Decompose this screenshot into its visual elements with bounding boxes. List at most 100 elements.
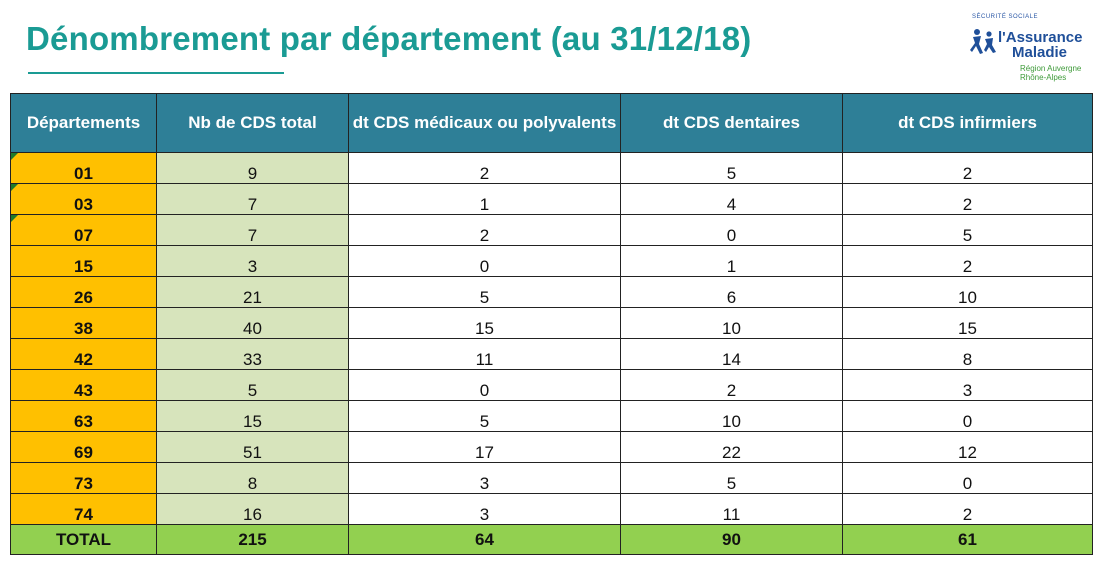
cell-cds-medicaux: 1 — [348, 183, 621, 215]
cell-cds-dentaires: 10 — [620, 307, 843, 339]
cell-departement-value: 38 — [74, 319, 93, 338]
cell-cds-dentaires: 2 — [620, 369, 843, 401]
cell-cds-dentaires-value: 10 — [722, 412, 741, 431]
total-cds-dentaires: 90 — [620, 524, 843, 555]
header-cds-dentaires: dt CDS dentaires — [620, 93, 843, 153]
table-row: 74 16 3 11 2 — [10, 493, 1093, 525]
cell-cds-dentaires: 22 — [620, 431, 843, 463]
cell-cds-medicaux: 2 — [348, 214, 621, 246]
table-row: 43 5 0 2 3 — [10, 369, 1093, 401]
logo-figures-icon — [970, 29, 996, 54]
table-row: 42 33 11 14 8 — [10, 338, 1093, 370]
cell-departement-value: 03 — [74, 195, 93, 214]
cell-nb-cds-total-value: 51 — [243, 443, 262, 462]
cell-departement: 73 — [10, 462, 157, 494]
cell-departement: 63 — [10, 400, 157, 432]
cell-departement: 38 — [10, 307, 157, 339]
table-row: 63 15 5 10 0 — [10, 400, 1093, 432]
cell-cds-infirmiers: 0 — [842, 462, 1093, 494]
table-row: 07 7 2 0 5 — [10, 214, 1093, 246]
cell-departement-value: 74 — [74, 505, 93, 524]
cell-departement: 42 — [10, 338, 157, 370]
cell-cds-infirmiers: 8 — [842, 338, 1093, 370]
cell-cds-medicaux-value: 5 — [479, 288, 490, 307]
cell-cds-infirmiers: 5 — [842, 214, 1093, 246]
cell-departement: 74 — [10, 493, 157, 525]
cell-cds-infirmiers: 2 — [842, 493, 1093, 525]
logo-wordmark: l'Assurance Maladie — [998, 30, 1082, 60]
cell-cds-medicaux-value: 1 — [479, 195, 490, 214]
total-row: TOTAL 215 64 90 61 — [10, 524, 1093, 555]
cell-marker-icon — [11, 184, 18, 191]
cell-nb-cds-total-value: 8 — [247, 474, 258, 493]
cell-departement-value: 63 — [74, 412, 93, 431]
cell-departement-value: 43 — [74, 381, 93, 400]
title-underline — [28, 72, 284, 74]
cell-departement: 26 — [10, 276, 157, 308]
page-title: Dénombrement par département (au 31/12/1… — [26, 20, 752, 57]
cell-cds-infirmiers-value: 2 — [962, 195, 973, 214]
cell-cds-medicaux: 3 — [348, 462, 621, 494]
cell-cds-infirmiers: 2 — [842, 245, 1093, 277]
cell-cds-medicaux: 5 — [348, 400, 621, 432]
cell-cds-dentaires-value: 2 — [726, 381, 737, 400]
logo-region: Région Auvergne Rhône-Alpes — [1020, 64, 1081, 82]
cell-nb-cds-total: 8 — [156, 462, 349, 494]
cell-cds-dentaires: 4 — [620, 183, 843, 215]
cell-cds-dentaires: 5 — [620, 152, 843, 184]
logo-region-line1: Région Auvergne — [1020, 64, 1082, 73]
header-cds-infirmiers: dt CDS infirmiers — [842, 93, 1093, 153]
cell-departement: 01 — [10, 152, 157, 184]
table-row: 01 9 2 5 2 — [10, 152, 1093, 184]
logo-region-line2: Rhône-Alpes — [1020, 73, 1067, 82]
cell-cds-medicaux-value: 3 — [479, 474, 490, 493]
cell-cds-infirmiers: 2 — [842, 152, 1093, 184]
cell-departement: 07 — [10, 214, 157, 246]
cell-cds-infirmiers-value: 2 — [962, 164, 973, 183]
cell-nb-cds-total: 51 — [156, 431, 349, 463]
cell-nb-cds-total: 40 — [156, 307, 349, 339]
cell-cds-dentaires-value: 4 — [726, 195, 737, 214]
cell-departement-value: 15 — [74, 257, 93, 276]
table-row: 15 3 0 1 2 — [10, 245, 1093, 277]
cell-cds-infirmiers-value: 10 — [958, 288, 977, 307]
cell-cds-dentaires-value: 5 — [726, 474, 737, 493]
cell-cds-medicaux-value: 3 — [479, 505, 490, 524]
cell-departement-value: 69 — [74, 443, 93, 462]
cell-cds-infirmiers: 12 — [842, 431, 1093, 463]
cell-departement: 43 — [10, 369, 157, 401]
cell-nb-cds-total-value: 15 — [243, 412, 262, 431]
cell-nb-cds-total-value: 7 — [247, 195, 258, 214]
table-row: 26 21 5 6 10 — [10, 276, 1093, 308]
cell-nb-cds-total: 21 — [156, 276, 349, 308]
cell-cds-medicaux-value: 15 — [475, 319, 494, 338]
cell-cds-infirmiers: 3 — [842, 369, 1093, 401]
cell-departement: 03 — [10, 183, 157, 215]
cell-nb-cds-total-value: 33 — [243, 350, 262, 369]
cell-nb-cds-total-value: 16 — [243, 505, 262, 524]
cell-cds-medicaux: 11 — [348, 338, 621, 370]
header-departements: Départements — [10, 93, 157, 153]
cell-cds-medicaux: 2 — [348, 152, 621, 184]
total-cds-medicaux: 64 — [348, 524, 621, 555]
cell-cds-infirmiers-value: 0 — [962, 412, 973, 431]
cell-cds-dentaires: 0 — [620, 214, 843, 246]
cell-nb-cds-total: 7 — [156, 183, 349, 215]
table-header-row: Départements Nb de CDS total dt CDS médi… — [10, 93, 1093, 153]
cell-nb-cds-total-value: 21 — [243, 288, 262, 307]
cell-cds-infirmiers-value: 12 — [958, 443, 977, 462]
cell-cds-medicaux-value: 0 — [479, 381, 490, 400]
cell-cds-dentaires: 6 — [620, 276, 843, 308]
cell-cds-dentaires: 10 — [620, 400, 843, 432]
cell-cds-medicaux-value: 2 — [479, 226, 490, 245]
cell-departement-value: 42 — [74, 350, 93, 369]
header-cds-medicaux: dt CDS médicaux ou polyvalents — [348, 93, 621, 153]
cell-cds-infirmiers-value: 5 — [962, 226, 973, 245]
cell-nb-cds-total-value: 5 — [247, 381, 258, 400]
cell-departement-value: 73 — [74, 474, 93, 493]
cell-cds-medicaux: 0 — [348, 245, 621, 277]
cell-nb-cds-total-value: 7 — [247, 226, 258, 245]
assurance-maladie-logo: SÉCURITÉ SOCIALE l'Assurance Maladie Rég… — [960, 12, 1090, 88]
cell-cds-dentaires-value: 6 — [726, 288, 737, 307]
cell-nb-cds-total: 15 — [156, 400, 349, 432]
